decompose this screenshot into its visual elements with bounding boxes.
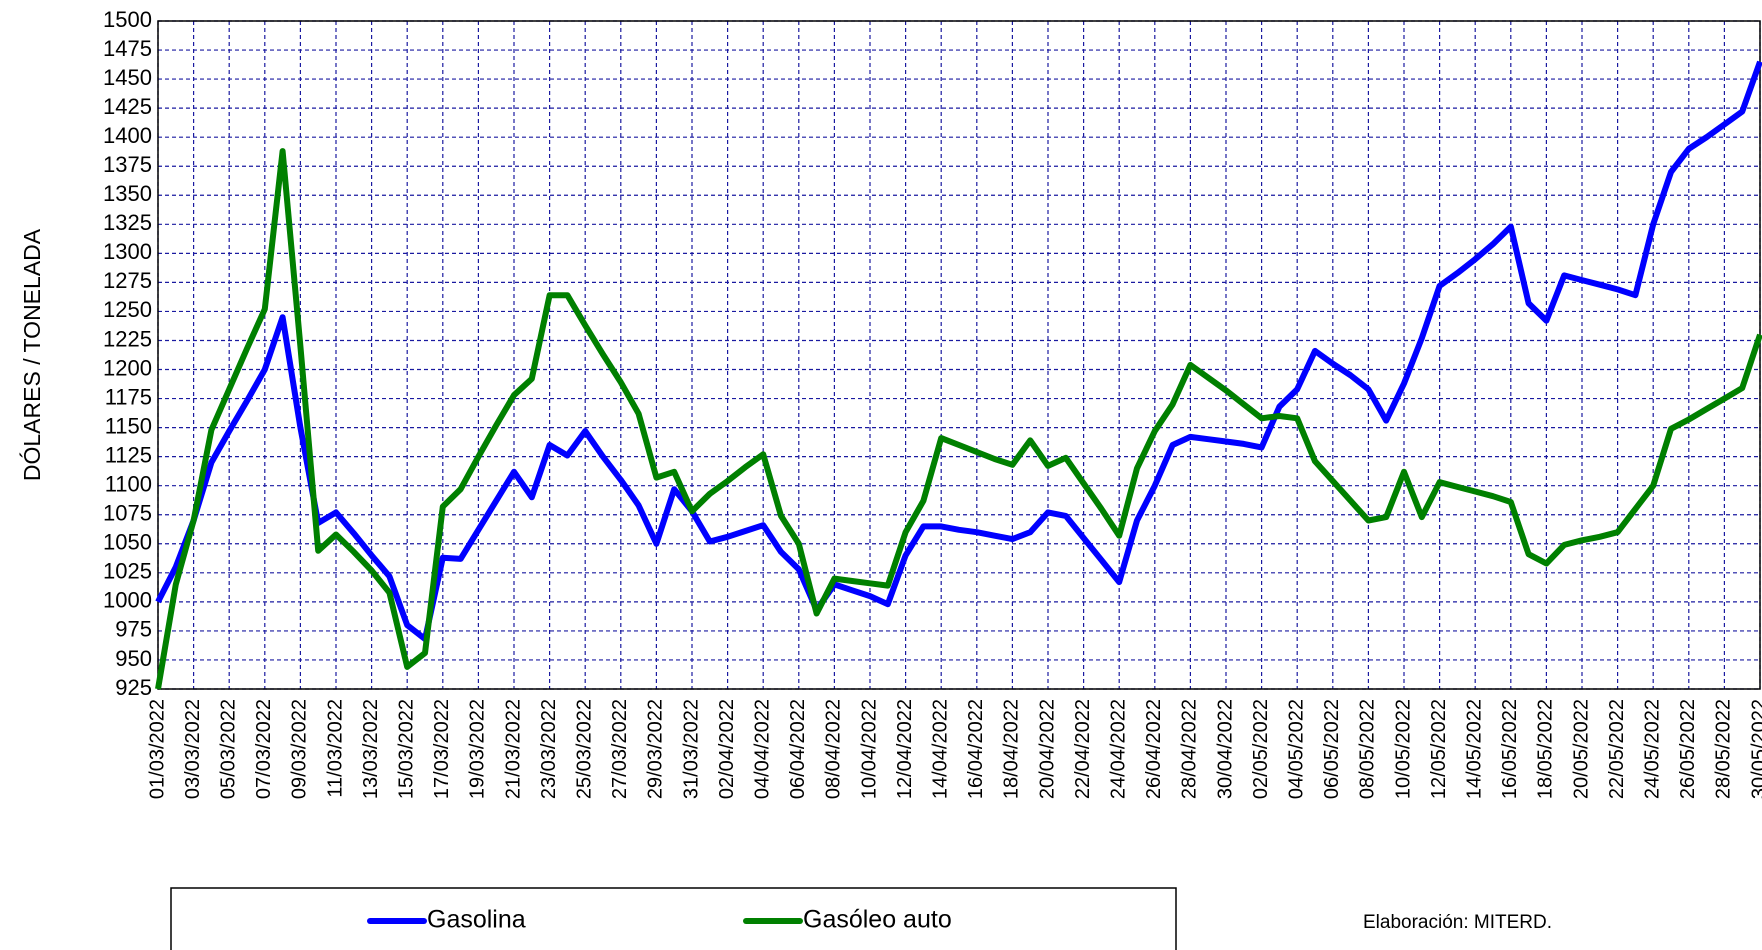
x-tick-label: 12/05/2022 bbox=[1428, 699, 1450, 799]
y-tick-label: 1475 bbox=[103, 36, 152, 61]
x-tick-label: 20/05/2022 bbox=[1570, 699, 1592, 799]
x-tick-label: 06/04/2022 bbox=[787, 699, 809, 799]
y-tick-label: 1275 bbox=[103, 268, 152, 293]
y-tick-label: 1450 bbox=[103, 65, 152, 90]
plot-area bbox=[158, 21, 1760, 689]
x-tick-label: 18/04/2022 bbox=[1001, 699, 1023, 799]
x-tick-label: 05/03/2022 bbox=[217, 699, 239, 799]
x-tick-label: 18/05/2022 bbox=[1535, 699, 1557, 799]
x-tick-label: 17/03/2022 bbox=[431, 699, 453, 799]
x-tick-label: 28/04/2022 bbox=[1179, 699, 1201, 799]
x-tick-label: 02/05/2022 bbox=[1250, 699, 1272, 799]
y-axis-title: DÓLARES / TONELADA bbox=[19, 228, 45, 481]
x-tick-label: 01/03/2022 bbox=[146, 699, 168, 799]
x-tick-label: 20/04/2022 bbox=[1036, 699, 1058, 799]
y-tick-label: 1025 bbox=[103, 559, 152, 584]
y-tick-label: 1175 bbox=[105, 384, 152, 409]
x-tick-label: 22/04/2022 bbox=[1072, 699, 1094, 799]
x-tick-label: 25/03/2022 bbox=[573, 699, 595, 799]
x-tick-label: 19/03/2022 bbox=[467, 699, 489, 799]
series-line bbox=[155, 148, 1762, 690]
y-tick-label: 1150 bbox=[105, 413, 152, 438]
x-tick-label: 08/05/2022 bbox=[1357, 699, 1379, 799]
x-tick-label: 16/05/2022 bbox=[1499, 699, 1521, 799]
x-tick-label: 10/05/2022 bbox=[1392, 699, 1414, 799]
x-tick-label: 28/05/2022 bbox=[1713, 699, 1735, 799]
y-tick-label: 1300 bbox=[103, 239, 152, 264]
x-tick-label: 12/04/2022 bbox=[894, 699, 916, 799]
y-tick-label: 1075 bbox=[103, 501, 152, 526]
x-tick-label: 30/05/2022 bbox=[1748, 699, 1762, 799]
legend-box bbox=[170, 887, 1177, 950]
x-tick-label: 04/04/2022 bbox=[751, 699, 773, 799]
x-tick-label: 15/03/2022 bbox=[395, 699, 417, 799]
y-tick-label: 925 bbox=[115, 675, 152, 700]
x-tick-label: 27/03/2022 bbox=[609, 699, 631, 799]
x-tick-label: 24/04/2022 bbox=[1107, 699, 1129, 799]
y-tick-label: 1125 bbox=[105, 442, 152, 467]
legend-label: Gasolina bbox=[427, 906, 526, 934]
y-tick-label: 1200 bbox=[103, 355, 152, 380]
y-tick-label: 1000 bbox=[103, 588, 152, 613]
x-tick-label: 31/03/2022 bbox=[680, 699, 702, 799]
x-tick-label: 30/04/2022 bbox=[1214, 699, 1236, 799]
y-tick-label: 1225 bbox=[103, 326, 152, 351]
x-tick-label: 26/04/2022 bbox=[1143, 699, 1165, 799]
y-tick-label: 1100 bbox=[105, 472, 152, 497]
plot-border bbox=[157, 20, 1761, 690]
x-tick-label: 29/03/2022 bbox=[645, 699, 667, 799]
x-tick-label: 14/05/2022 bbox=[1463, 699, 1485, 799]
y-tick-label: 975 bbox=[115, 617, 152, 642]
y-tick-label: 1050 bbox=[103, 530, 152, 555]
x-tick-label: 16/04/2022 bbox=[965, 699, 987, 799]
x-tick-label: 13/03/2022 bbox=[360, 699, 382, 799]
y-tick-label: 1500 bbox=[103, 7, 152, 32]
legend-label: Gasóleo auto bbox=[803, 906, 952, 934]
x-tick-label: 21/03/2022 bbox=[502, 699, 524, 799]
annotation: Elaboración: MITERD. bbox=[1363, 912, 1552, 933]
x-tick-label: 02/04/2022 bbox=[716, 699, 738, 799]
x-tick-label: 23/03/2022 bbox=[538, 699, 560, 799]
x-tick-label: 03/03/2022 bbox=[182, 699, 204, 799]
x-tick-label: 06/05/2022 bbox=[1321, 699, 1343, 799]
x-tick-label: 22/05/2022 bbox=[1606, 699, 1628, 799]
x-tick-label: 07/03/2022 bbox=[253, 699, 275, 799]
x-tick-label: 09/03/2022 bbox=[289, 699, 311, 799]
x-tick-label: 10/04/2022 bbox=[858, 699, 880, 799]
y-tick-label: 1325 bbox=[103, 210, 152, 235]
x-tick-label: 08/04/2022 bbox=[823, 699, 845, 799]
x-tick-label: 04/05/2022 bbox=[1285, 699, 1307, 799]
y-tick-label: 1250 bbox=[103, 297, 152, 322]
y-tick-label: 950 bbox=[115, 646, 152, 671]
y-tick-label: 1375 bbox=[103, 152, 152, 177]
x-tick-label: 11/03/2022 bbox=[324, 699, 346, 798]
x-tick-label: 26/05/2022 bbox=[1677, 699, 1699, 799]
y-tick-label: 1350 bbox=[103, 181, 152, 206]
x-tick-label: 14/04/2022 bbox=[929, 699, 951, 799]
y-tick-label: 1425 bbox=[103, 94, 152, 119]
x-tick-label: 24/05/2022 bbox=[1641, 699, 1663, 799]
y-tick-label: 1400 bbox=[103, 123, 152, 148]
